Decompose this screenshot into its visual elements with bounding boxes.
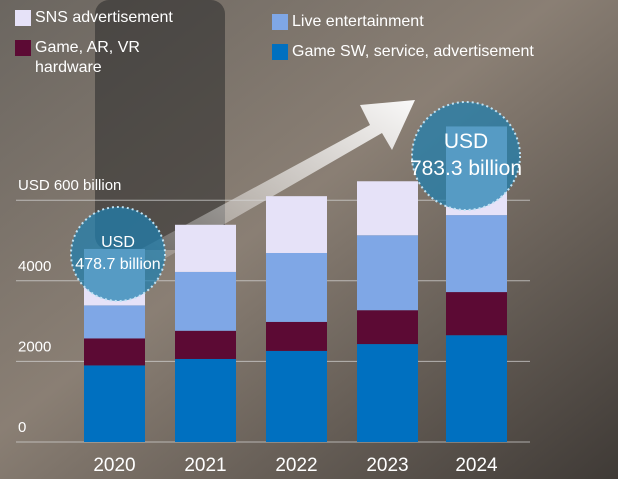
bar-segment [175, 271, 236, 331]
bar-segment [357, 344, 418, 442]
bar-segment [266, 321, 327, 351]
y-tick-label: 4000 [18, 258, 51, 275]
bar-segment [84, 305, 145, 339]
legend-label: Live entertainment [292, 13, 424, 30]
bar-segment [357, 235, 418, 311]
bar-segment [357, 181, 418, 236]
bar-segment [357, 310, 418, 345]
callout-text: USD [101, 234, 135, 251]
x-tick-label: 2022 [275, 455, 317, 476]
bar-segment [84, 365, 145, 442]
legend-swatch [272, 44, 288, 60]
callout-text: USD [444, 130, 488, 153]
legend-swatch [15, 10, 31, 26]
bar-segment [266, 350, 327, 442]
bar-segment [175, 358, 236, 442]
x-tick-label: 2020 [93, 455, 135, 476]
bar-segment [446, 335, 507, 442]
bar-segment [175, 330, 236, 359]
legend-line: hardware [35, 59, 102, 76]
legend-swatch [272, 14, 288, 30]
legend-swatch [15, 40, 31, 56]
x-tick-label: 2023 [366, 455, 408, 476]
bar-segment [266, 196, 327, 253]
x-tick-label: 2021 [184, 455, 226, 476]
y-tick-label: 2000 [18, 338, 51, 355]
legend-label: Game, AR, VR hardware [35, 39, 140, 76]
callout-circle [411, 101, 521, 211]
bar-segment [266, 252, 327, 322]
bar-segment [446, 292, 507, 336]
x-tick-label: 2024 [455, 455, 498, 476]
legend-label: SNS advertisement [35, 9, 173, 26]
callout-circle [70, 206, 166, 302]
legend-label: Game SW, service, advertisement [292, 43, 534, 60]
bar-segment [84, 338, 145, 366]
callout-text: 478.7 billion [75, 256, 160, 273]
bar-segment [446, 215, 507, 293]
bar-segment [175, 224, 236, 272]
y-tick-label: USD 600 billion [18, 177, 121, 194]
legend-line: Game, AR, VR [35, 39, 140, 56]
photo-phone [95, 0, 225, 250]
y-tick-label: 0 [18, 419, 26, 436]
callout-text: 783.3 billion [410, 157, 522, 180]
